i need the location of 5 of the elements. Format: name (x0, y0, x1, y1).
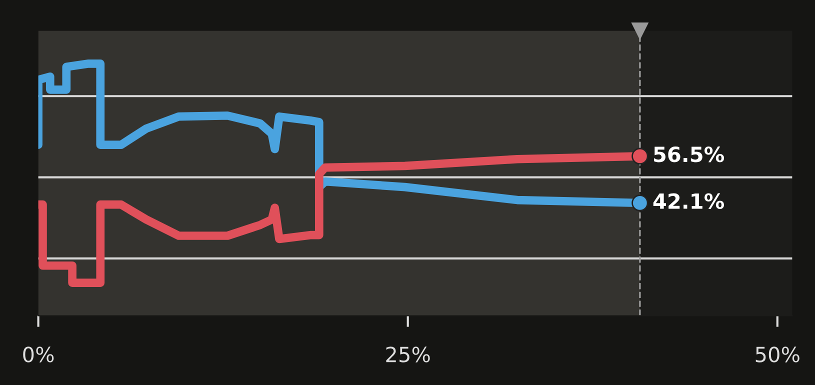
data-label: 42.1% (653, 193, 724, 209)
x-tick-label: 50% (756, 346, 800, 362)
data-label: 56.5% (654, 146, 724, 162)
x-tick-label: 25% (386, 346, 430, 362)
x-tick-label: 0% (23, 346, 54, 362)
